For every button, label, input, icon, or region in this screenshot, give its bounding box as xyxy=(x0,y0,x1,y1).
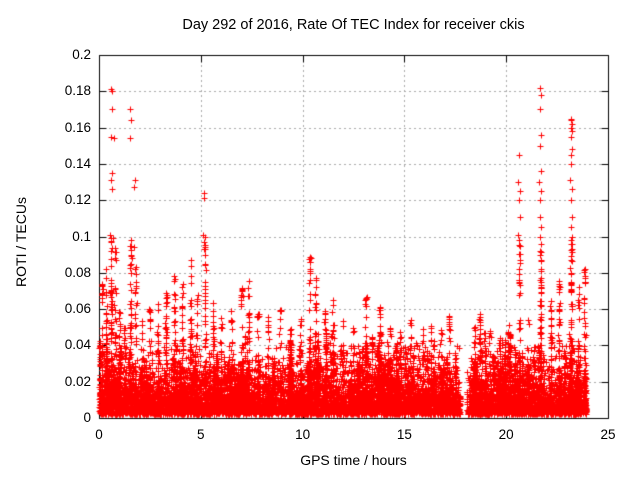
y-tick-label: 0.08 xyxy=(64,264,91,280)
x-tick-label: 0 xyxy=(95,427,103,442)
y-tick-label: 0.18 xyxy=(64,83,91,99)
y-tick-label: 0.16 xyxy=(64,119,91,135)
x-tick-label: 20 xyxy=(498,427,514,442)
y-tick-label: 0.2 xyxy=(72,47,91,62)
y-tick-label: 0.12 xyxy=(64,192,91,208)
y-tick-label: 0.04 xyxy=(64,337,91,353)
y-tick-label: 0.06 xyxy=(64,301,91,317)
y-tick-label: 0.02 xyxy=(64,373,91,389)
x-axis-label: GPS time / hours xyxy=(300,452,407,468)
chart-title: Day 292 of 2016, Rate Of TEC Index for r… xyxy=(182,17,525,33)
x-tick-label: 5 xyxy=(197,427,205,442)
y-tick-label: 0.14 xyxy=(64,155,91,171)
x-tick-label: 25 xyxy=(600,427,616,442)
y-tick-label: 0 xyxy=(83,410,91,425)
y-tick-label: 0.1 xyxy=(72,228,91,244)
x-tick-label: 15 xyxy=(396,427,412,442)
x-tick-label: 10 xyxy=(295,427,311,442)
